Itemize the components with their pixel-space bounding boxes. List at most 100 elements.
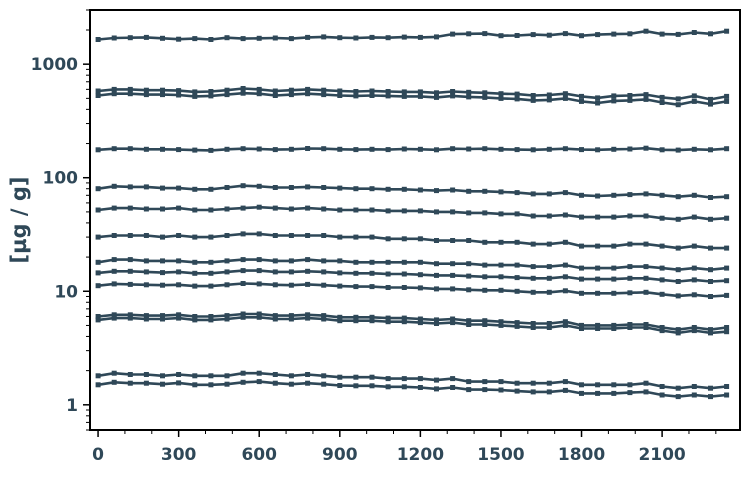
- data-point: [643, 191, 649, 197]
- data-point: [611, 192, 617, 198]
- data-point: [466, 261, 472, 267]
- data-point: [240, 205, 246, 211]
- data-point: [256, 281, 262, 287]
- data-point: [530, 32, 536, 38]
- data-point: [643, 380, 649, 386]
- series-line: [97, 91, 727, 106]
- data-point: [321, 258, 327, 264]
- data-point: [579, 214, 584, 220]
- data-point: [627, 213, 633, 219]
- data-point: [369, 284, 375, 290]
- x-tick-label: 1200: [397, 445, 444, 465]
- data-point: [401, 89, 407, 95]
- data-point: [385, 93, 391, 99]
- data-point: [466, 146, 472, 152]
- data-point: [562, 212, 568, 218]
- data-point: [321, 87, 327, 93]
- data-point: [530, 321, 536, 326]
- data-point: [240, 314, 246, 320]
- data-point: [369, 374, 375, 380]
- data-point: [224, 87, 230, 93]
- data-point: [401, 208, 407, 214]
- data-point: [337, 270, 343, 276]
- data-point: [192, 89, 198, 95]
- data-point: [691, 384, 697, 389]
- data-point: [514, 262, 520, 268]
- data-point: [611, 276, 617, 282]
- data-point: [369, 186, 375, 192]
- data-point: [337, 383, 343, 388]
- data-point: [272, 205, 278, 211]
- data-point: [95, 147, 101, 153]
- data-point: [417, 236, 423, 242]
- data-point: [562, 288, 568, 294]
- data-point: [530, 389, 536, 395]
- data-point: [111, 370, 117, 376]
- data-point: [482, 31, 488, 37]
- data-point: [272, 233, 278, 238]
- data-point: [450, 238, 456, 243]
- data-point: [401, 315, 407, 321]
- data-point: [176, 147, 182, 153]
- data-point: [224, 258, 230, 264]
- data-point: [288, 87, 294, 93]
- data-point: [466, 322, 472, 327]
- data-point: [95, 382, 101, 388]
- data-point: [708, 195, 713, 200]
- series-9: [95, 281, 730, 299]
- data-point: [127, 315, 133, 321]
- data-point: [466, 273, 472, 279]
- data-point: [143, 269, 149, 275]
- data-point: [353, 383, 359, 389]
- data-point: [691, 243, 697, 249]
- data-point: [353, 259, 359, 265]
- data-point: [595, 276, 601, 282]
- data-point: [708, 294, 713, 299]
- data-point: [579, 192, 584, 198]
- data-point: [611, 382, 617, 388]
- data-point: [627, 192, 633, 198]
- data-point: [434, 286, 439, 292]
- data-point: [724, 245, 730, 251]
- data-point: [385, 285, 391, 290]
- data-point: [643, 289, 649, 295]
- data-point: [272, 88, 278, 94]
- series-line: [97, 258, 727, 272]
- series-line: [97, 315, 727, 335]
- data-point: [434, 188, 439, 194]
- data-point: [675, 394, 681, 400]
- data-point: [514, 91, 520, 97]
- data-point: [256, 314, 262, 320]
- x-tick-label: 300: [161, 445, 197, 465]
- data-point: [546, 289, 552, 295]
- data-point: [272, 147, 278, 153]
- y-tick-label: 1: [66, 396, 78, 416]
- data-point: [321, 282, 327, 288]
- data-point: [530, 97, 536, 103]
- data-point: [160, 92, 165, 98]
- data-point: [675, 330, 681, 336]
- data-point: [659, 325, 665, 330]
- data-point: [369, 270, 375, 276]
- data-point: [369, 93, 375, 98]
- data-point: [256, 370, 262, 376]
- data-point: [643, 28, 649, 34]
- data-point: [611, 146, 617, 152]
- data-point: [111, 233, 117, 238]
- data-point: [353, 186, 359, 192]
- data-point: [708, 327, 713, 333]
- data-point: [708, 267, 713, 273]
- data-point: [95, 283, 101, 289]
- data-point: [595, 214, 601, 220]
- data-point: [272, 185, 278, 190]
- data-point: [546, 32, 552, 38]
- data-point: [143, 372, 149, 377]
- data-point: [143, 313, 149, 319]
- data-point: [595, 243, 601, 249]
- data-point: [111, 183, 117, 189]
- data-point: [498, 322, 504, 328]
- data-point: [514, 388, 520, 394]
- data-point: [724, 265, 730, 271]
- data-point: [562, 239, 568, 245]
- data-point: [272, 313, 278, 319]
